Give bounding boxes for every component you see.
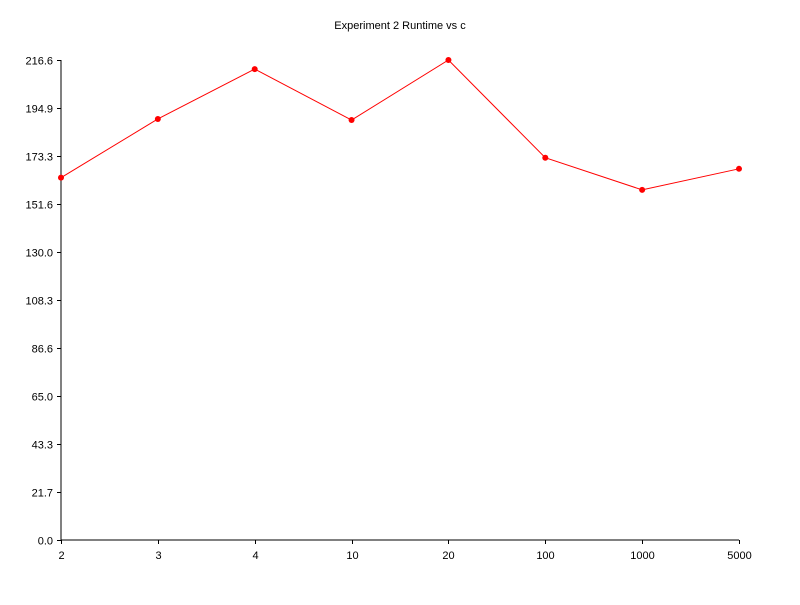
axes — [60, 60, 739, 541]
data-point — [736, 165, 742, 172]
x-tick-label: 3 — [155, 550, 161, 562]
y-tick-label: 173.3 — [25, 152, 53, 164]
data-point — [348, 117, 355, 124]
chart-title: Experiment 2 Runtime vs c — [334, 20, 466, 32]
data-point — [639, 186, 646, 193]
x-tick-label: 2 — [58, 550, 64, 562]
series-line — [60, 59, 740, 191]
y-tick-label: 0.0 — [38, 536, 53, 548]
x-tick-label: 5000 — [727, 550, 751, 562]
y-tick-label: 86.6 — [32, 344, 53, 356]
y-tick-label: 130.0 — [25, 248, 53, 260]
data-point — [251, 66, 258, 73]
y-tick-label: 194.9 — [25, 104, 53, 116]
y-tick-label: 108.3 — [25, 296, 53, 308]
data-point — [542, 154, 549, 161]
y-tick-label: 65.0 — [32, 392, 53, 404]
x-axis-ticks: 2 3 4 10 20 100 1000 5000 — [58, 540, 752, 562]
x-tick-label: 100 — [536, 550, 554, 562]
data-point — [154, 115, 161, 122]
y-tick-label: 151.6 — [25, 200, 53, 212]
data-point — [58, 174, 64, 181]
y-tick-label: 216.6 — [25, 56, 53, 68]
x-tick-label: 4 — [252, 550, 258, 562]
series-layer — [58, 57, 742, 193]
x-tick-label: 1000 — [630, 550, 654, 562]
x-tick-label: 10 — [346, 550, 358, 562]
y-tick-label: 21.7 — [32, 488, 53, 500]
data-point — [445, 57, 452, 63]
x-tick-label: 20 — [442, 550, 454, 562]
y-axis-ticks: 0.0 21.7 43.3 65.0 86.6 108.3 130.0 151.6 173.3 1… — [25, 56, 61, 548]
y-tick-label: 43.3 — [32, 440, 53, 452]
